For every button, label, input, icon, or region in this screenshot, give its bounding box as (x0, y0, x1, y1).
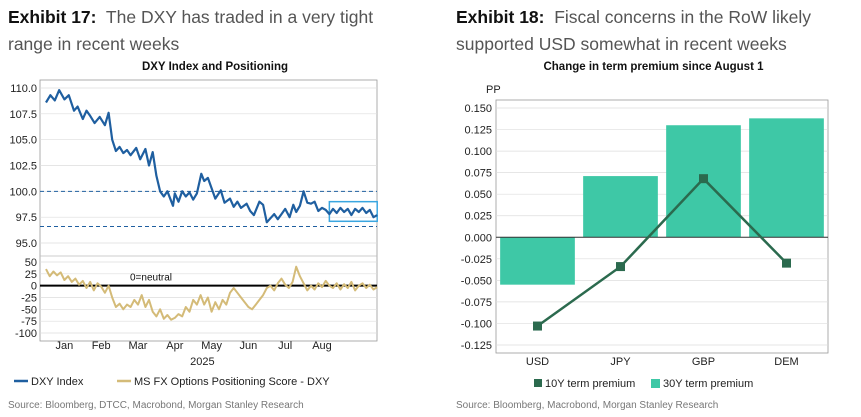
chart-18-title: Change in term premium since August 1 (543, 61, 764, 73)
y-tick-label-lower: -75 (21, 316, 37, 328)
year-label: 2025 (190, 356, 214, 368)
y-tick-label-lower: -100 (15, 328, 37, 340)
legend-label-dxy: DXY Index (31, 376, 84, 388)
x-tick-label: JPY (610, 356, 631, 368)
y-tick-label: -0.125 (461, 340, 492, 352)
y-tick-label: 0.025 (464, 211, 492, 223)
exhibit-17-title-text: The DXY has traded in a very tight range… (8, 7, 374, 54)
highlight-box (328, 200, 378, 223)
marker-10y-term-premium (782, 258, 791, 268)
marker-10y-term-premium (699, 174, 708, 184)
plot-frame (495, 99, 829, 354)
bar-30y-term-premium (749, 118, 824, 238)
y-tick-label-lower: 0 (31, 281, 37, 293)
exhibit-18-title: Exhibit 18: Fiscal concerns in the RoW l… (456, 4, 861, 58)
exhibit-18-source: Source: Bloomberg, Macrobond, Morgan Sta… (456, 400, 719, 411)
exhibit-18-number: Exhibit 18: (456, 7, 545, 27)
y-tick-label: -0.025 (461, 254, 492, 266)
y-tick-label: 0.150 (464, 103, 492, 115)
exhibit-17-source: Source: Bloomberg, DTCC, Macrobond, Morg… (8, 400, 304, 411)
x-tick-label: Mar (129, 340, 148, 352)
y-tick-label-upper: 95.0 (16, 238, 37, 250)
x-tick-label: Apr (166, 340, 183, 352)
exhibit-17-title: Exhibit 17: The DXY has traded in a very… (8, 4, 418, 58)
x-tick-label: Jun (240, 340, 258, 352)
x-tick-label: Feb (92, 340, 111, 352)
x-tick-label: May (201, 340, 222, 352)
term-premium-chart: PP 0.150 0.125 0.100 0.075 0.050 0.025 0.000 -0.… (461, 84, 829, 390)
legend-label-positioning: MS FX Options Positioning Score - DXY (134, 376, 330, 388)
y-tick-label: -0.050 (461, 275, 492, 287)
zero-line-label: 0=neutral (130, 273, 172, 284)
y-tick-label-lower: -25 (21, 293, 37, 305)
chart-17-title: DXY Index and Positioning (141, 61, 289, 73)
y-tick-label: -0.100 (461, 318, 492, 330)
x-tick-label: DEM (774, 356, 798, 368)
y-tick-label-upper: 102.5 (9, 161, 37, 173)
x-tick-label: USD (526, 356, 549, 368)
legend-label-30y: 30Y term premium (663, 378, 753, 390)
x-tick-label: Jul (278, 340, 292, 352)
y-tick-label-lower: -50 (21, 304, 37, 316)
y-tick-label-upper: 107.5 (9, 109, 37, 121)
marker-10y-term-premium (533, 321, 542, 331)
line-10y-term-premium (536, 176, 788, 328)
legend-swatch-30y (651, 379, 660, 388)
exhibit-17-number: Exhibit 17: (8, 7, 97, 27)
bar-30y-term-premium (500, 237, 575, 285)
y-tick-label-lower: 50 (25, 257, 37, 269)
x-tick-label: Aug (312, 340, 332, 352)
marker-10y-term-premium (616, 262, 625, 272)
exhibit-18-panel: Exhibit 18: Fiscal concerns in the RoW l… (446, 0, 861, 417)
y-tick-label: 0.000 (464, 232, 492, 244)
bar-30y-term-premium (583, 176, 658, 238)
dxy-line (45, 88, 378, 224)
x-tick-label: GBP (692, 356, 715, 368)
y-tick-label: 0.125 (464, 125, 492, 137)
y-tick-label-upper: 100.0 (9, 186, 37, 198)
exhibit-17-panel: Exhibit 17: The DXY has traded in a very… (0, 0, 430, 417)
y-tick-label: 0.075 (464, 168, 492, 180)
x-tick-label: Jan (56, 340, 74, 352)
y-tick-label-lower: 25 (25, 269, 37, 281)
legend-swatch-10y-marker (534, 379, 542, 387)
y-tick-label-upper: 110.0 (10, 83, 37, 95)
y-tick-label: 0.050 (464, 189, 492, 201)
y-tick-label-upper: 97.5 (16, 212, 37, 224)
y-axis-unit-label: PP (486, 84, 501, 96)
y-tick-label: 0.100 (464, 146, 492, 158)
y-tick-label: -0.075 (461, 297, 492, 309)
positioning-line (45, 265, 378, 321)
exhibit-18-title-text: Fiscal concerns in the RoW likely suppor… (456, 7, 811, 54)
dxy-chart: 110.0 107.5 105.0 102.5 100.0 97.5 95.0 50250-2… (9, 79, 378, 388)
legend-label-10y: 10Y term premium (545, 378, 635, 390)
y-tick-label-upper: 105.0 (9, 135, 37, 147)
